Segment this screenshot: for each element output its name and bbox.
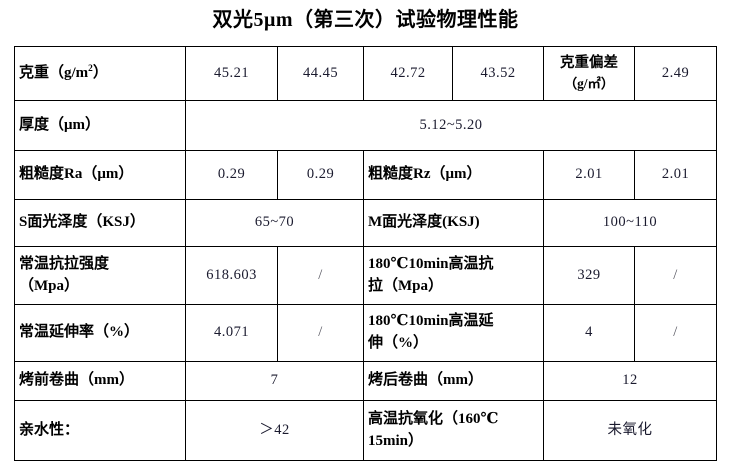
table-row: S面光泽度（KSJ） 65~70 M面光泽度(KSJ) 100~110	[14, 199, 717, 247]
gram-weight-value-4: 43.52	[452, 46, 544, 101]
tensile-strength-hot-value-1: 329	[543, 246, 635, 305]
roughness-ra-value-2: 0.29	[277, 150, 364, 200]
oxidation-resistance-label-line2: 15min）	[368, 432, 424, 449]
row-label-oxidation-resistance: 高温抗氧化（160℃ 15min）	[363, 400, 544, 461]
oxidation-resistance-value: 未氧化	[543, 400, 717, 461]
row-label-gram-weight: 克重（g/m2）	[14, 46, 186, 101]
table-row: 烤前卷曲（mm） 7 烤后卷曲（mm） 12	[14, 361, 717, 401]
row-label-elongation: 常温延伸率（%）	[14, 304, 186, 362]
gloss-m-value: 100~110	[543, 199, 717, 247]
row-label-gram-weight-text: 克重（g/m	[19, 64, 89, 81]
gloss-s-value: 65~70	[185, 199, 364, 247]
roughness-rz-value-2: 2.01	[634, 150, 717, 200]
row-label-thickness: 厚度（μm）	[14, 100, 186, 151]
elongation-hot-label-line2: 伸（%）	[368, 335, 429, 351]
row-label-elongation-hot: 180℃10min高温延 伸（%）	[363, 304, 544, 362]
gram-weight-value-1: 45.21	[185, 46, 278, 101]
physical-properties-table: 克重（g/m2） 45.21 44.45 42.72 43.52 克重偏差 （g…	[14, 46, 717, 461]
gram-weight-deviation-line1: 克重偏差	[560, 55, 618, 72]
elongation-hot-label-line1: 180℃10min高温延	[368, 313, 494, 330]
gram-weight-deviation-value: 2.49	[634, 46, 717, 101]
oxidation-resistance-label-line1: 高温抗氧化（160℃	[368, 410, 499, 427]
elongation-hot-value-2: /	[634, 304, 717, 362]
row-label-curl-before: 烤前卷曲（mm）	[14, 361, 186, 401]
row-label-gram-weight-tail: ）	[92, 64, 108, 81]
gram-weight-deviation-line2: （g/㎡）	[563, 76, 615, 92]
hydrophilicity-value: ＞42	[185, 400, 364, 461]
table-row: 粗糙度Ra（μm） 0.29 0.29 粗糙度Rz（μm） 2.01 2.01	[14, 150, 717, 200]
elongation-value-2: /	[277, 304, 364, 362]
table-row: 亲水性： ＞42 高温抗氧化（160℃ 15min） 未氧化	[14, 400, 717, 461]
gram-weight-value-3: 42.72	[363, 46, 453, 101]
table-row: 常温抗拉强度 （Mpa） 618.603 / 180℃10min高温抗 拉（Mp…	[14, 246, 717, 305]
page-title: 双光5μm（第三次）试验物理性能	[212, 9, 519, 31]
tensile-strength-label-line2: （Mpa）	[19, 277, 80, 294]
table-row: 常温延伸率（%） 4.071 / 180℃10min高温延 伸（%） 4 /	[14, 304, 717, 362]
table-row: 克重（g/m2） 45.21 44.45 42.72 43.52 克重偏差 （g…	[14, 46, 717, 101]
tensile-strength-hot-label-line1: 180℃10min高温抗	[368, 255, 494, 272]
tensile-strength-hot-label-line2: 拉（Mpa）	[368, 277, 444, 294]
roughness-ra-value-1: 0.29	[185, 150, 278, 200]
row-label-tensile-strength: 常温抗拉强度 （Mpa）	[14, 246, 186, 305]
spec-table-container: 克重（g/m2） 45.21 44.45 42.72 43.52 克重偏差 （g…	[14, 46, 717, 461]
row-label-gloss-s: S面光泽度（KSJ）	[14, 199, 186, 247]
curl-before-value: 7	[185, 361, 364, 401]
row-label-gram-weight-superscript: 2	[88, 63, 93, 74]
tensile-strength-value-2: /	[277, 246, 364, 305]
row-label-roughness-ra: 粗糙度Ra（μm）	[14, 150, 186, 200]
elongation-hot-value-1: 4	[543, 304, 635, 362]
curl-after-value: 12	[543, 361, 717, 401]
roughness-rz-value-1: 2.01	[543, 150, 635, 200]
tensile-strength-label-line1: 常温抗拉强度	[19, 255, 110, 272]
row-label-gram-weight-deviation: 克重偏差 （g/㎡）	[543, 46, 635, 101]
row-label-tensile-strength-hot: 180℃10min高温抗 拉（Mpa）	[363, 246, 544, 305]
tensile-strength-hot-value-2: /	[634, 246, 717, 305]
table-row: 厚度（μm） 5.12~5.20	[14, 100, 717, 151]
thickness-value: 5.12~5.20	[185, 100, 717, 151]
row-label-gloss-m: M面光泽度(KSJ)	[363, 199, 544, 247]
tensile-strength-value-1: 618.603	[185, 246, 278, 305]
row-label-roughness-rz: 粗糙度Rz（μm）	[363, 150, 544, 200]
row-label-hydrophilicity: 亲水性：	[14, 400, 186, 461]
elongation-value-1: 4.071	[185, 304, 278, 362]
gram-weight-value-2: 44.45	[277, 46, 364, 101]
row-label-curl-after: 烤后卷曲（mm）	[363, 361, 544, 401]
